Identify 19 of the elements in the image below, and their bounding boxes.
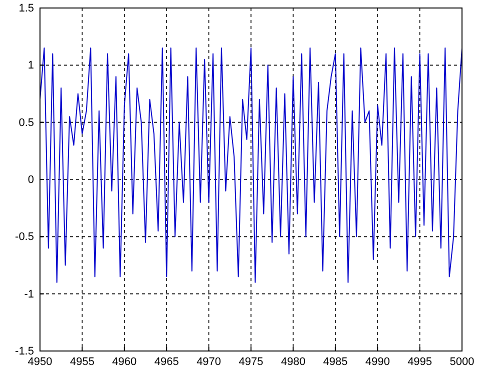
x-tick-label: 4995 bbox=[408, 356, 432, 368]
x-tick-label: 4990 bbox=[365, 356, 390, 368]
x-tick-label: 4955 bbox=[70, 356, 94, 368]
y-tick-label: 1 bbox=[28, 60, 34, 72]
x-tick-label: 4980 bbox=[280, 356, 306, 368]
x-tick-label: 4960 bbox=[112, 356, 137, 368]
y-tick-label: 0.5 bbox=[18, 116, 34, 129]
y-tick-label: -1 bbox=[24, 288, 34, 300]
y-tick-label: 1.5 bbox=[18, 2, 34, 15]
y-tick-label: 0 bbox=[28, 174, 34, 186]
line-series bbox=[40, 48, 462, 283]
x-tick-label: 5000 bbox=[450, 356, 474, 368]
y-tick-label: -1.5 bbox=[15, 346, 34, 358]
x-tick-label: 4985 bbox=[323, 356, 348, 368]
x-tick-label: 4965 bbox=[154, 356, 179, 368]
x-tick-label: 4950 bbox=[28, 356, 52, 368]
y-tick-label: -0.5 bbox=[15, 231, 34, 244]
x-tick-label: 4975 bbox=[238, 356, 264, 368]
x-tick-label: 4970 bbox=[196, 356, 222, 368]
